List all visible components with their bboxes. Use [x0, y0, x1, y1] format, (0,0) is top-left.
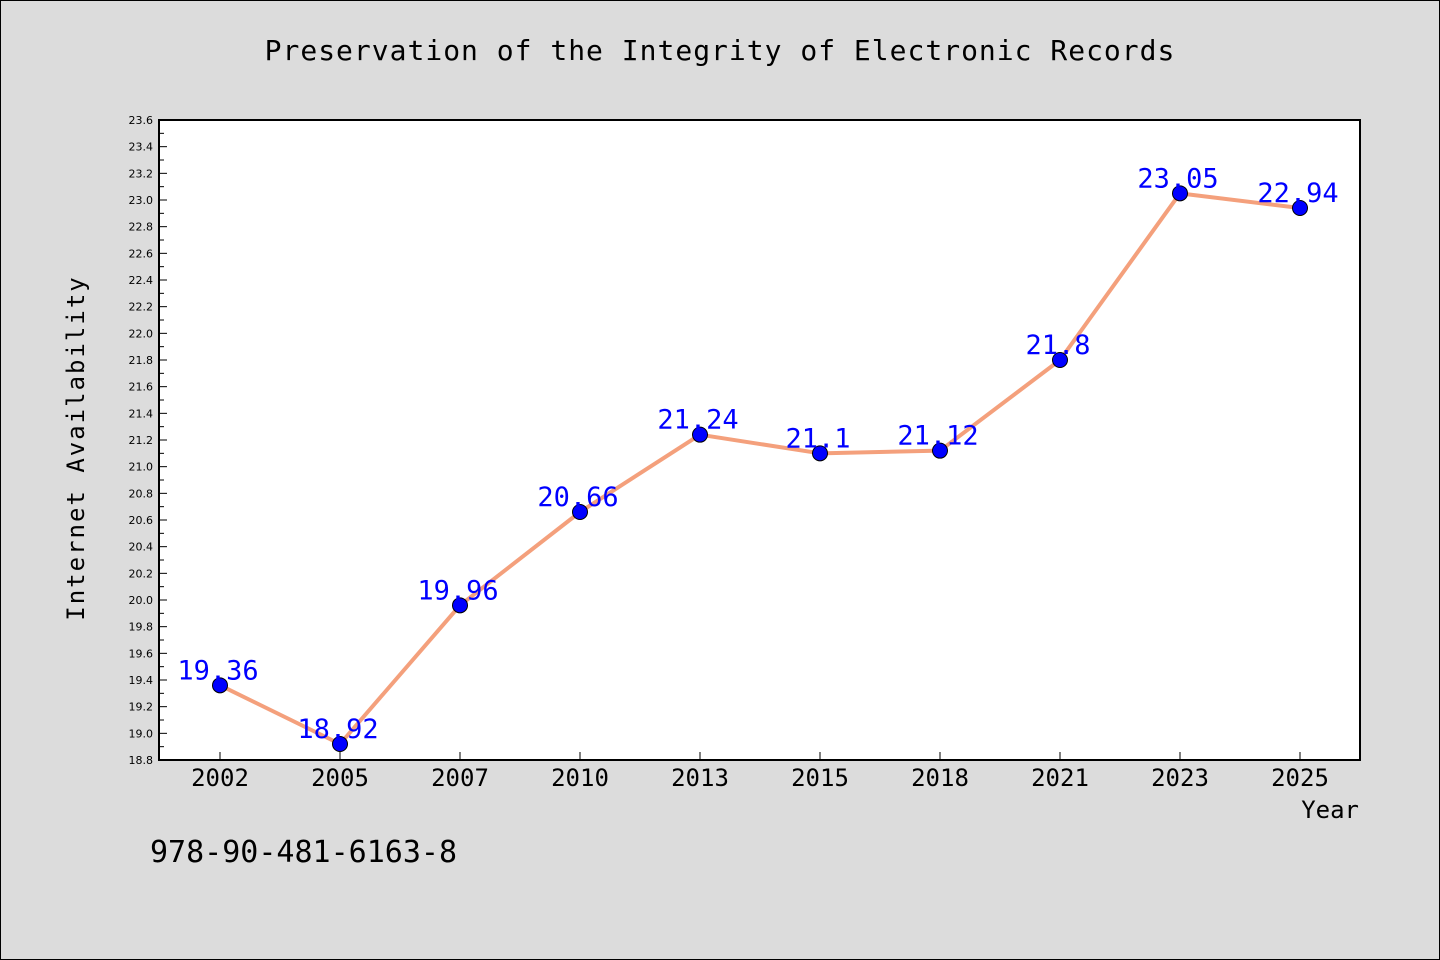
y-tick-label: 22.4: [129, 274, 154, 287]
data-point: [932, 442, 948, 459]
y-tick-label: 22.6: [129, 247, 154, 260]
y-tick-label: 20.6: [129, 514, 154, 527]
y-tick-label: 19.2: [129, 701, 154, 714]
data-point: [212, 677, 228, 694]
data-point: [1052, 352, 1068, 368]
y-tick-label: 23.2: [129, 167, 154, 180]
y-tick-label: 23.0: [129, 194, 154, 207]
y-tick-label: 20.0: [129, 594, 154, 607]
data-label: 21.1: [785, 423, 850, 454]
x-tick-label: 2010: [551, 764, 609, 792]
y-tick-label: 18.8: [129, 754, 154, 767]
isbn-text: 978-90-481-6163-8: [150, 835, 458, 870]
data-point: [332, 736, 348, 752]
y-tick-label: 19.4: [129, 674, 154, 687]
y-tick-label: 22.8: [129, 221, 154, 234]
y-tick-label: 20.2: [129, 567, 154, 580]
data-label: 19.36: [177, 655, 258, 686]
y-tick-label: 21.6: [129, 381, 154, 394]
x-tick-label: 2005: [311, 764, 369, 792]
y-tick-label: 21.2: [129, 434, 154, 447]
series-group: 19.36 18.92 19.96 20.66 21.24 21.1 21.12 21.8 23…: [177, 163, 1339, 752]
data-label: 21.8: [1025, 330, 1090, 361]
data-label: 20.66: [537, 482, 618, 513]
x-tick-label: 2002: [191, 764, 249, 792]
data-label: 22.94: [1257, 178, 1338, 209]
data-point: [692, 426, 708, 443]
y-tick-label: 19.0: [129, 727, 154, 740]
data-label: 18.92: [297, 714, 378, 745]
x-tick-label: 2023: [1151, 764, 1209, 792]
x-tick-label: 2021: [1031, 764, 1089, 792]
data-point: [1172, 185, 1188, 202]
chart-title: Preservation of the Integrity of Electro…: [264, 34, 1176, 67]
y-tick-label: 23.4: [129, 141, 154, 154]
y-tick-label: 21.4: [129, 407, 154, 420]
x-tick-label: 2018: [911, 764, 969, 792]
data-label: 19.96: [417, 575, 498, 606]
data-point: [572, 504, 588, 520]
y-tick-label: 21.8: [129, 354, 154, 367]
data-label: 21.12: [897, 421, 978, 452]
y-tick-label: 23.6: [129, 114, 154, 127]
data-point: [452, 597, 468, 614]
series-line: [219, 191, 1301, 746]
data-point: [812, 445, 828, 462]
y-tick-label: 20.4: [129, 541, 154, 554]
y-tick-label: 22.2: [129, 301, 154, 314]
x-tick-label: 2015: [791, 764, 849, 792]
x-axis-label: Year: [1301, 796, 1359, 824]
y-tick-label: 22.0: [129, 327, 154, 340]
plot-area: [158, 119, 1361, 761]
x-tick-label: 2007: [431, 764, 489, 792]
x-tick-label: 2013: [671, 764, 729, 792]
x-tick-label: 2025: [1271, 764, 1329, 792]
y-axis: 18.8 19.0 19.2 19.4 19.6 19.8 20.0 20.2 20.4 20.6…: [129, 114, 167, 767]
data-label: 21.24: [657, 405, 738, 436]
data-label: 23.05: [1137, 163, 1218, 194]
y-tick-label: 19.8: [129, 621, 154, 634]
data-point: [1292, 200, 1308, 216]
y-tick-label: 21.0: [129, 461, 154, 474]
x-axis: 2002 2005 2007 2010 2013 2015 2018 2021 2023 2025: [191, 752, 1329, 792]
y-tick-label: 19.6: [129, 647, 154, 660]
y-tick-label: 20.8: [129, 487, 154, 500]
